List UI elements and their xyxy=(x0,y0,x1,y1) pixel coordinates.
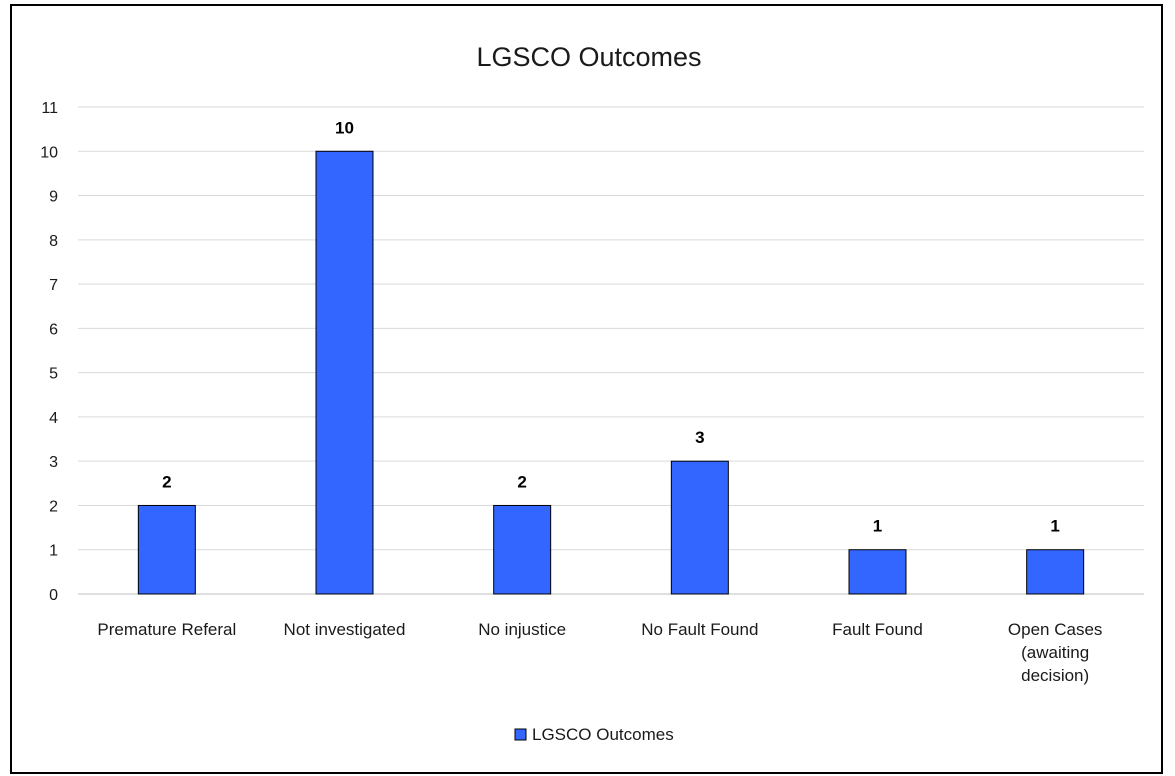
y-tick-label: 7 xyxy=(49,277,58,294)
y-tick-label: 2 xyxy=(49,498,58,515)
category-label: decision) xyxy=(1021,666,1089,685)
data-label: 2 xyxy=(162,472,171,491)
data-label: 3 xyxy=(695,428,704,447)
y-tick-label: 5 xyxy=(49,366,58,383)
bar xyxy=(315,150,374,595)
data-label: 2 xyxy=(517,472,526,491)
bar xyxy=(1026,549,1085,595)
category-label: No Fault Found xyxy=(641,620,758,639)
legend-label: LGSCO Outcomes xyxy=(532,725,674,744)
y-tick-label: 3 xyxy=(49,454,58,471)
y-tick-label: 9 xyxy=(49,189,58,206)
gridlines xyxy=(78,106,1144,595)
chart-title: LGSCO Outcomes xyxy=(476,42,701,72)
category-label: Premature Referal xyxy=(97,620,236,639)
bar xyxy=(848,549,907,595)
category-label: No injustice xyxy=(478,620,566,639)
bar xyxy=(670,460,729,595)
data-labels: 2 10 2 3 1 1 xyxy=(162,118,1060,535)
y-tick-label: 0 xyxy=(49,587,58,604)
chart-frame: LGSCO Outcomes 0 1 2 3 4 5 6 7 8 9 10 11 2 10 2 3 1 1 Pr… xyxy=(10,4,1163,774)
y-tick-label: 4 xyxy=(49,410,58,427)
y-tick-label: 11 xyxy=(41,100,58,117)
y-tick-label: 1 xyxy=(49,543,58,560)
x-axis-categories: Premature Referal Not investigated No inju… xyxy=(97,620,1102,685)
data-label: 1 xyxy=(873,517,882,536)
y-tick-label: 6 xyxy=(49,321,58,338)
bars xyxy=(137,150,1085,595)
category-label: Open Cases xyxy=(1008,620,1103,639)
y-tick-label: 8 xyxy=(49,233,58,250)
y-tick-label: 10 xyxy=(40,144,58,161)
legend: LGSCO Outcomes xyxy=(514,725,674,744)
bar xyxy=(137,504,196,595)
legend-swatch xyxy=(514,728,527,741)
data-label: 1 xyxy=(1050,517,1059,536)
category-label: Fault Found xyxy=(832,620,923,639)
bar xyxy=(493,504,552,595)
y-axis-ticks: 0 1 2 3 4 5 6 7 8 9 10 11 xyxy=(40,100,58,604)
data-label: 10 xyxy=(335,118,354,137)
category-label: (awaiting xyxy=(1021,643,1089,662)
category-label: Not investigated xyxy=(284,620,406,639)
